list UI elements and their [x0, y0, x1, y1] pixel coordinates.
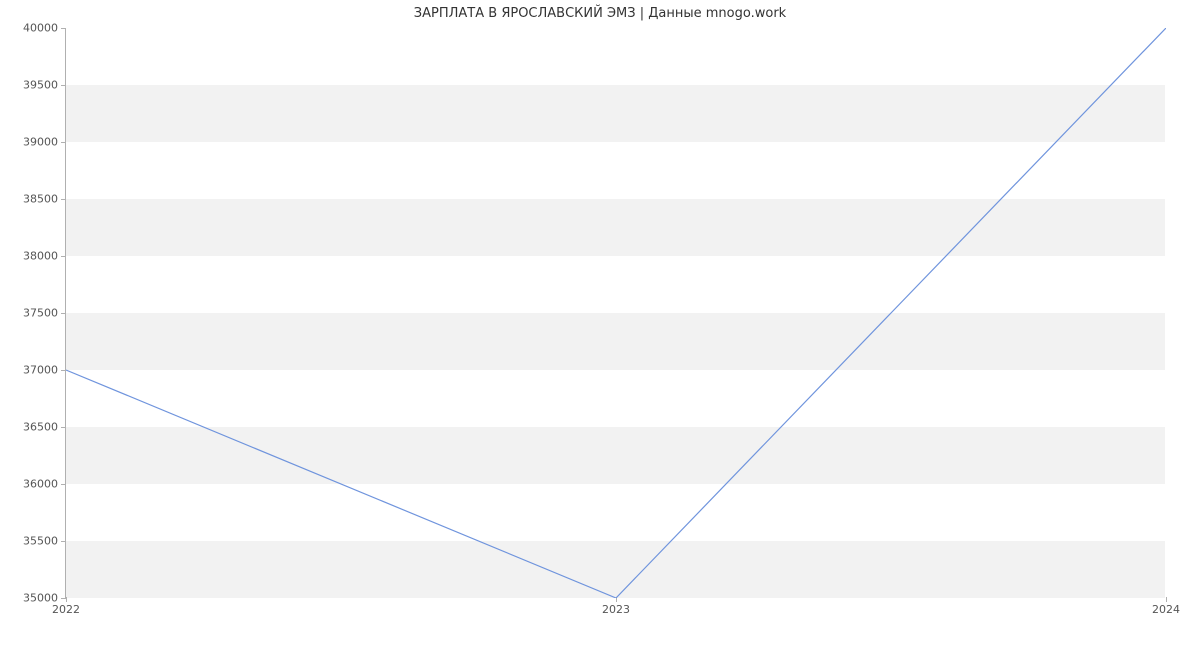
y-tick-label: 40000 [23, 22, 58, 35]
salary-line-chart: ЗАРПЛАТА В ЯРОСЛАВСКИЙ ЭМЗ | Данные mnog… [0, 0, 1200, 650]
x-tick-label: 2022 [52, 603, 80, 616]
y-tick-label: 38500 [23, 193, 58, 206]
y-tick-label: 39500 [23, 79, 58, 92]
y-tick-label: 36000 [23, 478, 58, 491]
line-layer [66, 28, 1166, 598]
x-tick-label: 2024 [1152, 603, 1180, 616]
y-tick-label: 39000 [23, 136, 58, 149]
y-tick-label: 36500 [23, 421, 58, 434]
x-tick-label: 2023 [602, 603, 630, 616]
y-tick-label: 37500 [23, 307, 58, 320]
chart-title: ЗАРПЛАТА В ЯРОСЛАВСКИЙ ЭМЗ | Данные mnog… [0, 6, 1200, 21]
plot-area: 3500035500360003650037000375003800038500… [65, 28, 1165, 598]
y-tick-label: 37000 [23, 364, 58, 377]
salary-series-line [66, 28, 1166, 598]
x-tick-mark [1166, 597, 1167, 602]
y-tick-label: 38000 [23, 250, 58, 263]
y-tick-label: 35500 [23, 535, 58, 548]
